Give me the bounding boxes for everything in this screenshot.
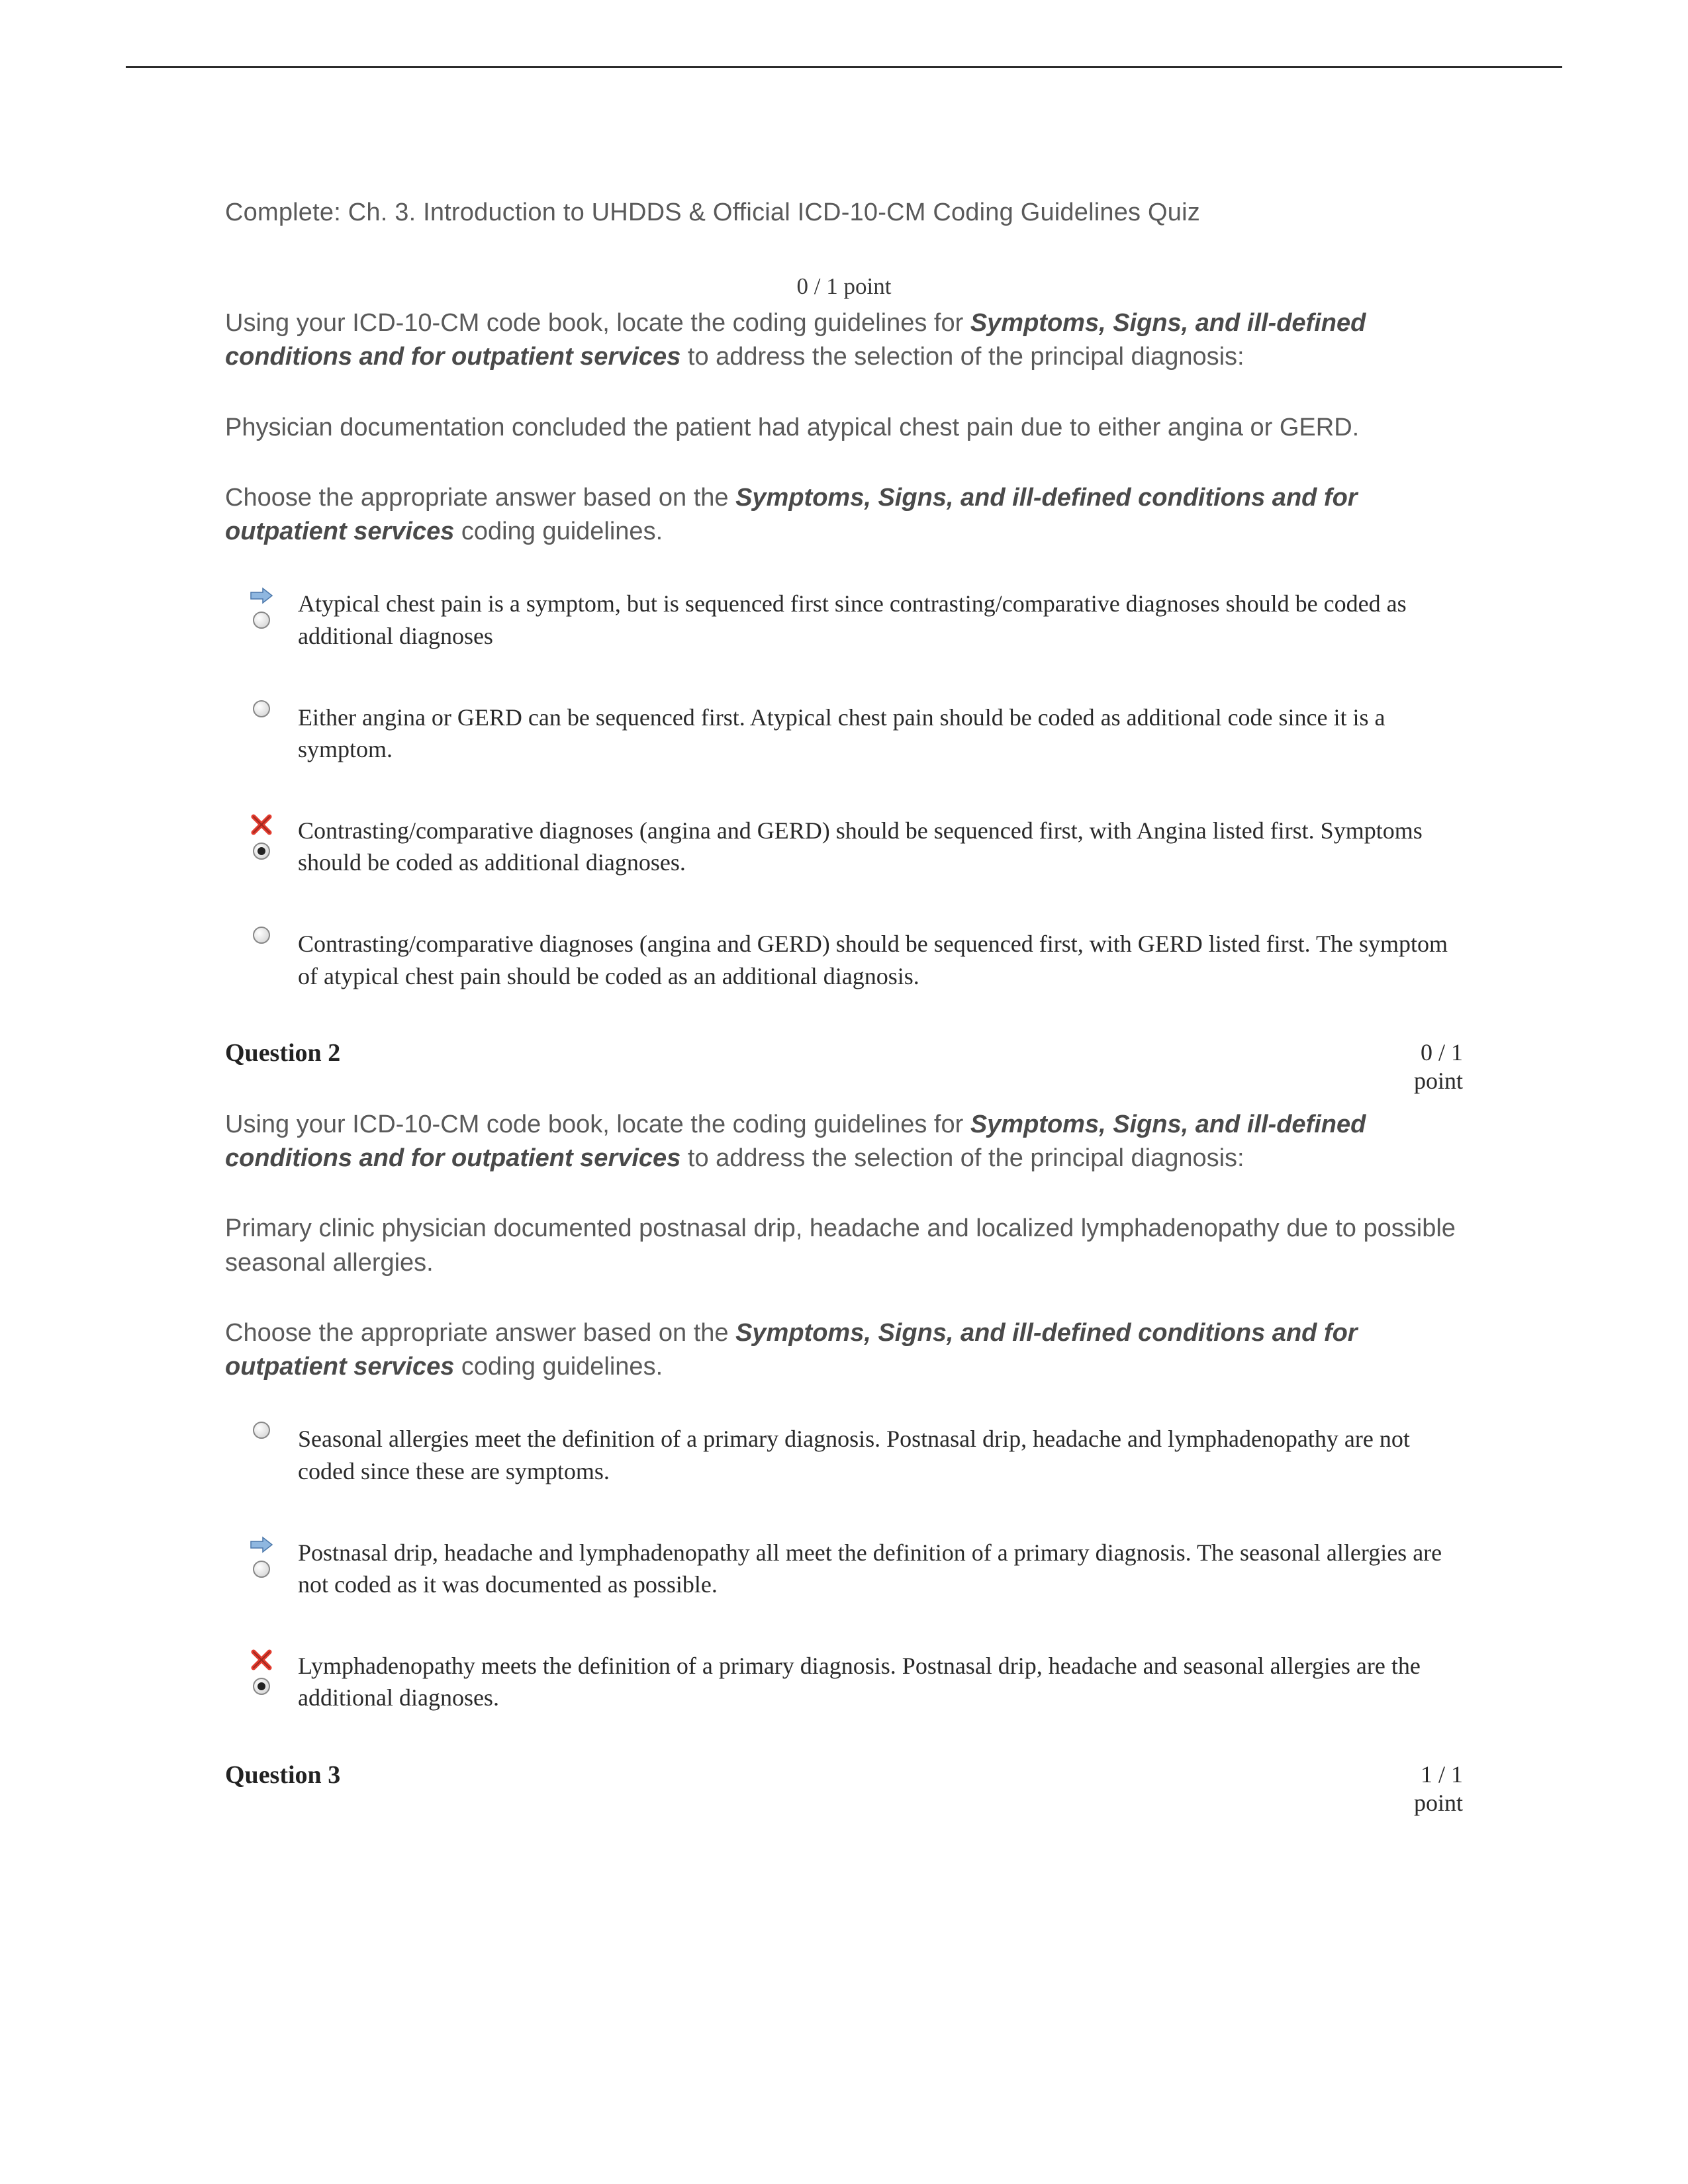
q1-stem: Using your ICD-10-CM code book, locate t… bbox=[225, 306, 1463, 375]
content: Complete: Ch. 3. Introduction to UHDDS &… bbox=[225, 199, 1463, 1829]
q1-option-a[interactable]: Atypical chest pain is a symptom, but is… bbox=[225, 585, 1463, 652]
q2-scenario: Primary clinic physician documented post… bbox=[225, 1212, 1463, 1280]
option-marker bbox=[225, 1420, 298, 1439]
option-text: Contrasting/comparative diagnoses (angin… bbox=[298, 812, 1463, 879]
q2-stem-post: to address the selection of the principa… bbox=[680, 1144, 1244, 1172]
option-marker bbox=[225, 1534, 298, 1578]
wrong-x-icon bbox=[250, 813, 273, 836]
q2-option-b[interactable]: Postnasal drip, headache and lymphadenop… bbox=[225, 1534, 1463, 1601]
option-text: Seasonal allergies meet the definition o… bbox=[298, 1420, 1463, 1487]
q1-instruct-post: coding guidelines. bbox=[454, 518, 663, 545]
q1-stem-pre: Using your ICD-10-CM code book, locate t… bbox=[225, 309, 970, 337]
option-text: Contrasting/comparative diagnoses (angin… bbox=[298, 925, 1463, 992]
radio-unselected[interactable] bbox=[253, 700, 270, 717]
q2-instruct-pre: Choose the appropriate answer based on t… bbox=[225, 1319, 735, 1347]
top-rule bbox=[126, 66, 1562, 68]
q2-instruct-post: coding guidelines. bbox=[454, 1353, 663, 1381]
q3-label: Question 3 bbox=[225, 1760, 340, 1790]
radio-selected[interactable] bbox=[253, 1678, 270, 1695]
q3-header: Question 3 1 / 1 point bbox=[225, 1760, 1463, 1817]
q1-options: Atypical chest pain is a symptom, but is… bbox=[225, 585, 1463, 992]
q3-score: 1 / 1 point bbox=[1383, 1760, 1463, 1817]
q1-instruct-pre: Choose the appropriate answer based on t… bbox=[225, 484, 735, 512]
q2-option-a[interactable]: Seasonal allergies meet the definition o… bbox=[225, 1420, 1463, 1487]
q2-stem-pre: Using your ICD-10-CM code book, locate t… bbox=[225, 1111, 970, 1138]
option-marker bbox=[225, 585, 298, 629]
q2-header: Question 2 0 / 1 point bbox=[225, 1038, 1463, 1095]
option-text: Postnasal drip, headache and lymphadenop… bbox=[298, 1534, 1463, 1601]
option-text: Atypical chest pain is a symptom, but is… bbox=[298, 585, 1463, 652]
q2-label: Question 2 bbox=[225, 1038, 340, 1068]
q1-option-c[interactable]: Contrasting/comparative diagnoses (angin… bbox=[225, 812, 1463, 879]
q2-score: 0 / 1 point bbox=[1383, 1038, 1463, 1095]
correct-arrow-icon bbox=[250, 1535, 273, 1554]
quiz-title: Complete: Ch. 3. Introduction to UHDDS &… bbox=[225, 199, 1463, 227]
radio-unselected[interactable] bbox=[253, 1422, 270, 1439]
page: Complete: Ch. 3. Introduction to UHDDS &… bbox=[0, 0, 1688, 2184]
correct-arrow-icon bbox=[250, 586, 273, 605]
q1-option-b[interactable]: Either angina or GERD can be sequenced f… bbox=[225, 699, 1463, 766]
q2-options: Seasonal allergies meet the definition o… bbox=[225, 1420, 1463, 1714]
q2-option-c[interactable]: Lymphadenopathy meets the definition of … bbox=[225, 1647, 1463, 1714]
q2-instruct: Choose the appropriate answer based on t… bbox=[225, 1316, 1463, 1385]
option-text: Lymphadenopathy meets the definition of … bbox=[298, 1647, 1463, 1714]
radio-unselected[interactable] bbox=[253, 612, 270, 629]
option-marker bbox=[225, 1647, 298, 1695]
q1-instruct: Choose the appropriate answer based on t… bbox=[225, 481, 1463, 549]
option-text: Either angina or GERD can be sequenced f… bbox=[298, 699, 1463, 766]
q1-option-d[interactable]: Contrasting/comparative diagnoses (angin… bbox=[225, 925, 1463, 992]
option-marker bbox=[225, 812, 298, 860]
radio-selected[interactable] bbox=[253, 842, 270, 860]
q1-stem-post: to address the selection of the principa… bbox=[680, 343, 1244, 371]
wrong-x-icon bbox=[250, 1649, 273, 1671]
radio-unselected[interactable] bbox=[253, 927, 270, 944]
option-marker bbox=[225, 925, 298, 944]
q1-scenario: Physician documentation concluded the pa… bbox=[225, 411, 1463, 445]
q1-score: 0 / 1 point bbox=[225, 273, 1463, 300]
radio-unselected[interactable] bbox=[253, 1561, 270, 1578]
q2-stem: Using your ICD-10-CM code book, locate t… bbox=[225, 1108, 1463, 1176]
option-marker bbox=[225, 699, 298, 717]
